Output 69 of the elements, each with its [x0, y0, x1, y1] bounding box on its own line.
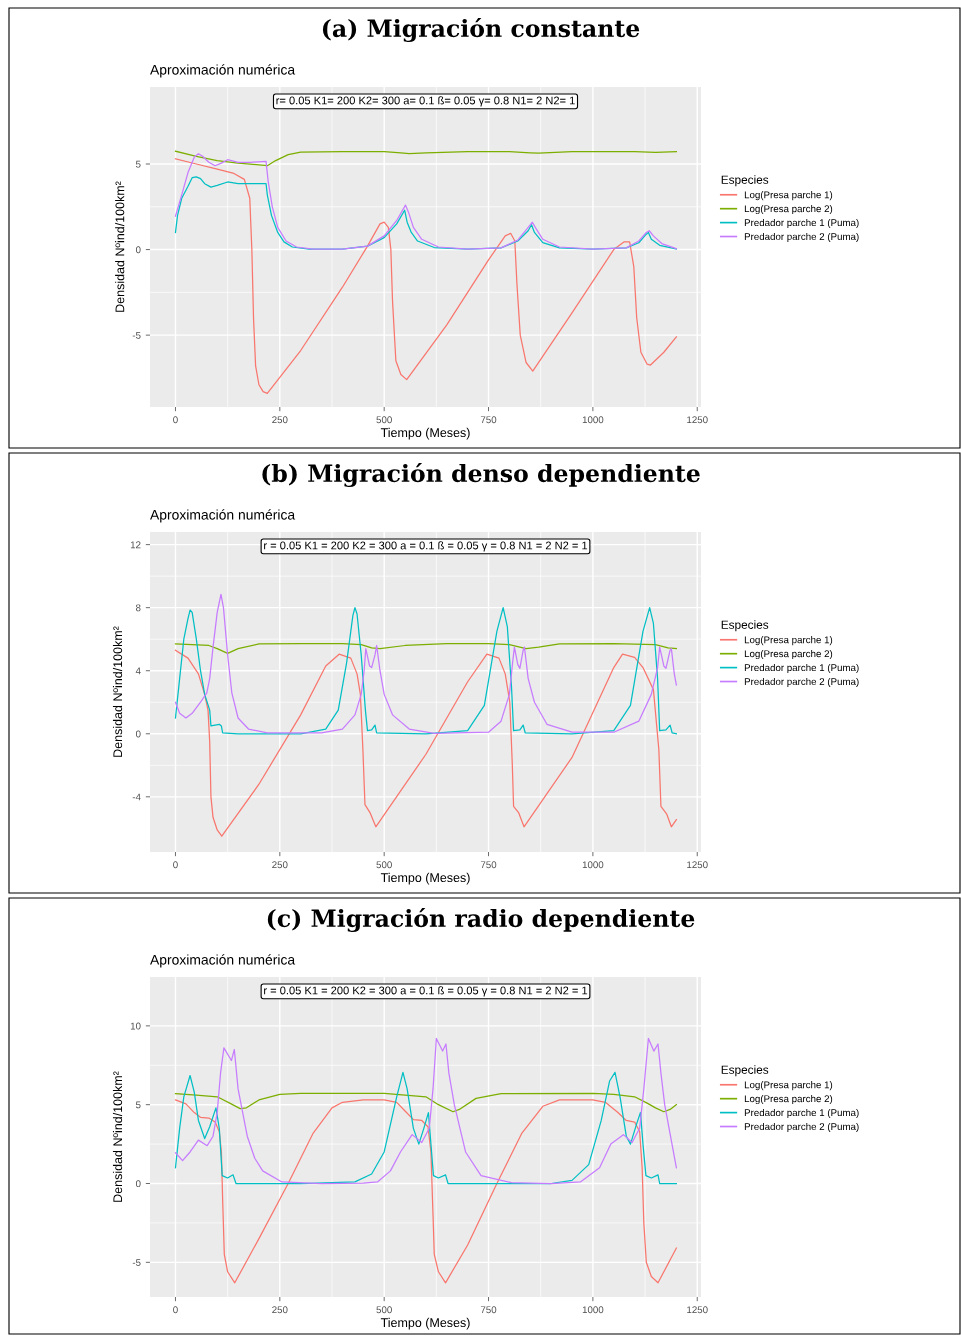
- line-series: [174, 150, 677, 167]
- legend-title: Especies: [721, 1065, 769, 1077]
- legend-label: Log(Presa parche 1): [744, 636, 833, 646]
- line-series: [174, 153, 677, 250]
- y-tick-label: 5: [135, 160, 141, 168]
- x-tick-label: 500: [376, 416, 392, 424]
- chart-title: (c) Migración radio dependiente: [267, 907, 695, 933]
- y-tick-label: 4: [135, 667, 141, 675]
- x-tick-label: 250: [272, 416, 288, 424]
- y-tick-label: -5: [132, 331, 141, 339]
- x-tick-label: 1250: [687, 861, 708, 869]
- legend-label: Predador parche 2 (Puma): [744, 232, 859, 242]
- x-tick-label: 750: [480, 861, 497, 869]
- x-tick-label: 1250: [687, 416, 708, 424]
- y-tick-label: 0: [135, 1180, 141, 1188]
- y-tick-label: 0: [135, 246, 141, 254]
- annotation: r = 0.05 K1 = 200 K2 = 300 a = 0.1 ß = 0.05 γ = 0.8 N1 = 2 N2 = 1: [264, 986, 588, 997]
- line-series: [174, 1071, 677, 1185]
- y-tick-label: 0: [135, 730, 141, 738]
- x-tick-label: 500: [376, 861, 392, 869]
- x-tick-label: 500: [376, 1306, 392, 1314]
- legend-label: Predador parche 2 (Puma): [744, 1122, 859, 1132]
- x-tick-label: 1000: [582, 1306, 604, 1314]
- y-tick-label: 10: [130, 1022, 141, 1030]
- annotation: r= 0.05 K1= 200 K2= 300 a= 0.1 ß= 0.05 γ= 0.8 N1= 2 N2= 1: [276, 96, 575, 107]
- chart-title: (a) Migración constante: [322, 17, 640, 43]
- y-tick-label: 5: [135, 1101, 141, 1109]
- chart-title: (b) Migración denso dependiente: [262, 462, 700, 488]
- legend-label: Log(Presa parche 2): [744, 1095, 833, 1105]
- line-series: [174, 1099, 677, 1284]
- x-tick-label: 750: [480, 1306, 497, 1314]
- line-series: [174, 1037, 677, 1185]
- line-series: [174, 642, 677, 655]
- annotation: r = 0.05 K1 = 200 K2 = 300 a = 0.1 ß = 0.05 γ = 0.8 N1 = 2 N2 = 1: [264, 541, 588, 552]
- legend-label: Predador parche 1 (Puma): [744, 218, 859, 229]
- x-tick-label: 750: [480, 416, 497, 424]
- legend-label: Log(Presa parche 2): [744, 205, 833, 215]
- legend-title: Especies: [721, 175, 769, 187]
- y-tick-label: 12: [130, 541, 141, 549]
- chart-subtitle: Aproximación numérica: [150, 954, 296, 968]
- legend-label: Log(Presa parche 1): [744, 191, 833, 201]
- chart-subtitle: Aproximación numérica: [150, 64, 296, 78]
- chart-subtitle: Aproximación numérica: [150, 509, 296, 523]
- y-axis-title: Densidad Nºind/100km²: [112, 626, 123, 757]
- legend-label: Predador parche 1 (Puma): [744, 663, 859, 674]
- legend-title: Especies: [721, 620, 769, 632]
- legend-label: Predador parche 2 (Puma): [744, 677, 859, 687]
- legend-label: Predador parche 1 (Puma): [744, 1108, 859, 1119]
- y-axis-title: Densidad Nºind/100km²: [112, 1071, 123, 1202]
- x-axis-title: Tiempo (Meses): [380, 872, 470, 885]
- x-tick-label: 0: [173, 1306, 178, 1314]
- x-tick-label: 0: [173, 861, 178, 869]
- legend-label: Log(Presa parche 1): [744, 1081, 833, 1091]
- x-tick-label: 250: [272, 1306, 288, 1314]
- x-tick-label: 1000: [582, 416, 604, 424]
- line-series: [174, 158, 677, 394]
- y-tick-label: 8: [135, 604, 141, 612]
- y-tick-label: -4: [132, 793, 141, 801]
- x-tick-label: 1000: [582, 861, 604, 869]
- line-series: [174, 649, 677, 837]
- x-axis-title: Tiempo (Meses): [380, 1317, 470, 1330]
- y-axis-title: Densidad Nºind/100km²: [115, 181, 125, 312]
- x-tick-label: 250: [272, 861, 288, 869]
- legend-label: Log(Presa parche 2): [744, 650, 833, 660]
- x-tick-label: 0: [173, 416, 178, 424]
- x-axis-title: Tiempo (Meses): [380, 427, 470, 440]
- y-tick-label: -5: [132, 1259, 141, 1266]
- line-series: [174, 1092, 677, 1113]
- x-tick-label: 1250: [687, 1306, 708, 1314]
